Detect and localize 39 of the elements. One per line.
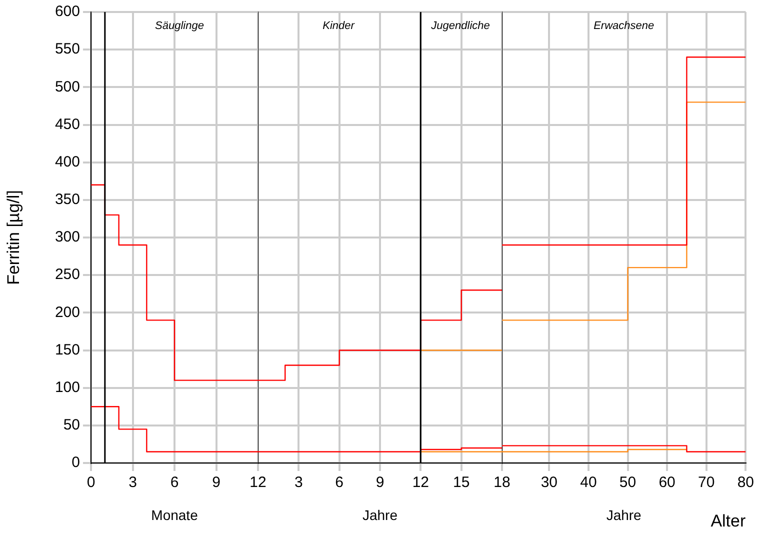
y-tick-label: 200	[54, 304, 80, 321]
x-tick-label: 3	[294, 474, 303, 492]
x-tick-label: 30	[540, 474, 558, 492]
y-tick-label: 350	[54, 191, 80, 208]
y-tick-label: 0	[72, 454, 80, 472]
x-tick-label: 12	[250, 474, 266, 492]
y-tick-label: 250	[54, 266, 80, 284]
text: Jahre	[606, 506, 642, 523]
y-axis-title: Ferritin [µg/l]	[4, 190, 23, 285]
x-tick-label: 80	[737, 474, 754, 492]
x-tick-label: 60	[658, 474, 676, 492]
x-tick-label: 18	[494, 474, 510, 492]
x-tick-label: 6	[335, 474, 344, 492]
annotation: Säuglinge	[155, 20, 204, 32]
annotation: Jugendliche	[430, 20, 490, 32]
x-tick-label: 40	[580, 474, 597, 492]
y-tick-label: 400	[54, 153, 80, 170]
annotation: Erwachsene	[594, 20, 654, 32]
x-axis-title: Alter	[710, 511, 746, 530]
y-tick-label: 550	[54, 40, 80, 58]
annotation: Kinder	[322, 20, 356, 32]
text: Monate	[151, 506, 198, 523]
x-tick-label: 12	[412, 474, 430, 492]
x-tick-label: 50	[619, 474, 636, 492]
x-tick-label: 70	[698, 474, 715, 492]
y-tick-label: 300	[54, 228, 80, 246]
x-tick-label: 15	[452, 474, 470, 492]
y-tick-label: 150	[54, 341, 80, 358]
x-tick-label: 6	[170, 474, 179, 492]
text: Jahre	[362, 506, 398, 523]
x-tick-label: 9	[376, 474, 384, 492]
x-tick-label: 0	[86, 474, 96, 492]
x-tick-label: 3	[128, 474, 137, 492]
y-tick-label: 500	[54, 78, 80, 96]
y-tick-label: 50	[63, 416, 80, 434]
y-tick-label: 600	[54, 3, 80, 20]
x-tick-label: 9	[212, 474, 220, 492]
y-tick-label: 450	[54, 116, 80, 133]
y-tick-label: 100	[54, 378, 80, 396]
